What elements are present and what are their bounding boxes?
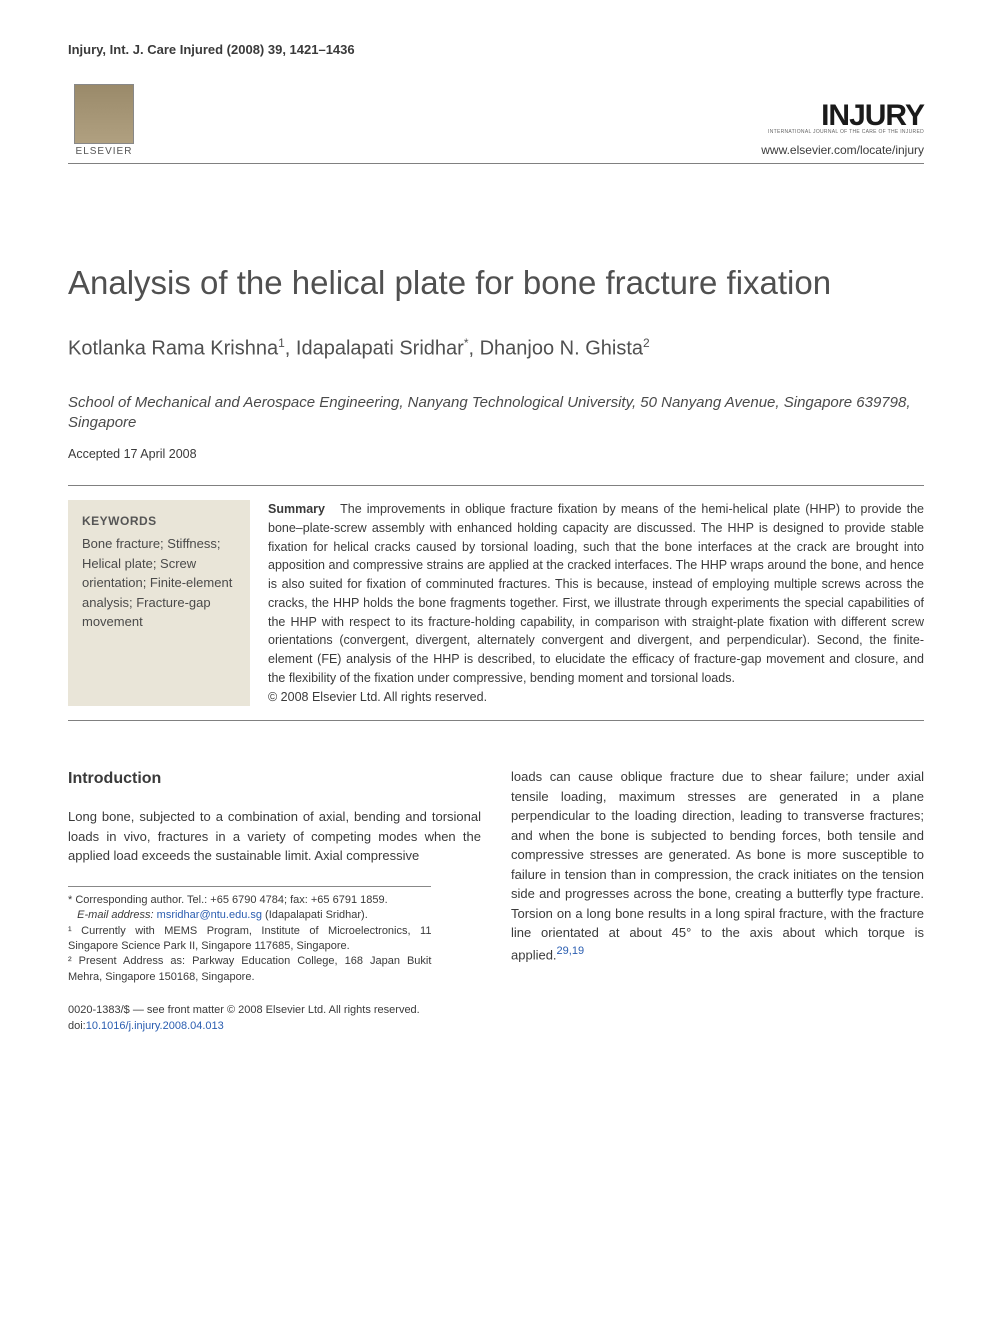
- summary-label: Summary: [268, 502, 325, 516]
- column-left: Introduction Long bone, subjected to a c…: [68, 767, 481, 985]
- footnotes: * Corresponding author. Tel.: +65 6790 4…: [68, 886, 431, 985]
- doi-label: doi:: [68, 1020, 86, 1032]
- journal-url[interactable]: www.elsevier.com/locate/injury: [761, 143, 924, 157]
- journal-brand-block: INJURY INTERNATIONAL JOURNAL OF THE CARE…: [761, 102, 924, 157]
- front-matter-line: 0020-1383/$ — see front matter © 2008 El…: [68, 1003, 924, 1018]
- reference-link[interactable]: 29,19: [557, 945, 585, 957]
- author-1: Kotlanka Rama Krishna: [68, 338, 278, 360]
- elsevier-label: ELSEVIER: [76, 146, 133, 157]
- body-columns: Introduction Long bone, subjected to a c…: [68, 767, 924, 985]
- footnote-1: ¹ Currently with MEMS Program, Institute…: [68, 924, 431, 955]
- logo-row: ELSEVIER INJURY INTERNATIONAL JOURNAL OF…: [68, 75, 924, 164]
- intro-paragraph-left: Long bone, subjected to a combination of…: [68, 807, 481, 866]
- email-author-name: (Idapalapati Sridhar).: [265, 909, 368, 921]
- summary-text: The improvements in oblique fracture fix…: [268, 502, 924, 685]
- intro-paragraph-right: loads can cause oblique fracture due to …: [511, 767, 924, 964]
- elsevier-tree-icon: [74, 84, 134, 144]
- injury-logo: INJURY: [761, 102, 924, 129]
- summary-copyright: © 2008 Elsevier Ltd. All rights reserved…: [268, 690, 487, 704]
- bottom-info: 0020-1383/$ — see front matter © 2008 El…: [68, 1003, 924, 1034]
- summary-block: Summary The improvements in oblique frac…: [268, 500, 924, 706]
- elsevier-logo: ELSEVIER: [68, 75, 140, 157]
- author-3: Dhanjoo N. Ghista: [480, 338, 643, 360]
- corresponding-author-note: * Corresponding author. Tel.: +65 6790 4…: [68, 893, 431, 908]
- journal-reference: Injury, Int. J. Care Injured (2008) 39, …: [68, 42, 355, 57]
- header-top: Injury, Int. J. Care Injured (2008) 39, …: [68, 42, 924, 57]
- author-1-sup: 1: [278, 336, 285, 350]
- email-link[interactable]: msridhar@ntu.edu.sg: [157, 909, 262, 921]
- author-2: Idapalapati Sridhar: [296, 338, 464, 360]
- abstract-row: KEYWORDS Bone fracture; Stiffness; Helic…: [68, 500, 924, 706]
- article-title: Analysis of the helical plate for bone f…: [68, 264, 924, 302]
- affiliation: School of Mechanical and Aerospace Engin…: [68, 393, 924, 434]
- email-line: E-mail address: msridhar@ntu.edu.sg (Ida…: [68, 908, 431, 923]
- injury-subtitle: INTERNATIONAL JOURNAL OF THE CARE OF THE…: [761, 129, 924, 135]
- authors-line: Kotlanka Rama Krishna1, Idapalapati Srid…: [68, 336, 924, 361]
- author-2-sup: *: [464, 336, 469, 350]
- intro-col1-text: Long bone, subjected to a combination of…: [68, 809, 481, 863]
- divider-top: [68, 485, 924, 486]
- keywords-heading: KEYWORDS: [82, 512, 236, 530]
- divider-bottom: [68, 720, 924, 721]
- footnote-2: ² Present Address as: Parkway Education …: [68, 954, 431, 985]
- introduction-heading: Introduction: [68, 767, 481, 791]
- column-right: loads can cause oblique fracture due to …: [511, 767, 924, 985]
- keywords-list: Bone fracture; Stiffness; Helical plate;…: [82, 534, 236, 632]
- email-label: E-mail address:: [77, 909, 153, 921]
- intro-col2-text: loads can cause oblique fracture due to …: [511, 769, 924, 962]
- accepted-date: Accepted 17 April 2008: [68, 447, 924, 461]
- keywords-box: KEYWORDS Bone fracture; Stiffness; Helic…: [68, 500, 250, 706]
- author-3-sup: 2: [643, 336, 650, 350]
- doi-link[interactable]: 10.1016/j.injury.2008.04.013: [86, 1020, 224, 1032]
- doi-line: doi:10.1016/j.injury.2008.04.013: [68, 1019, 924, 1034]
